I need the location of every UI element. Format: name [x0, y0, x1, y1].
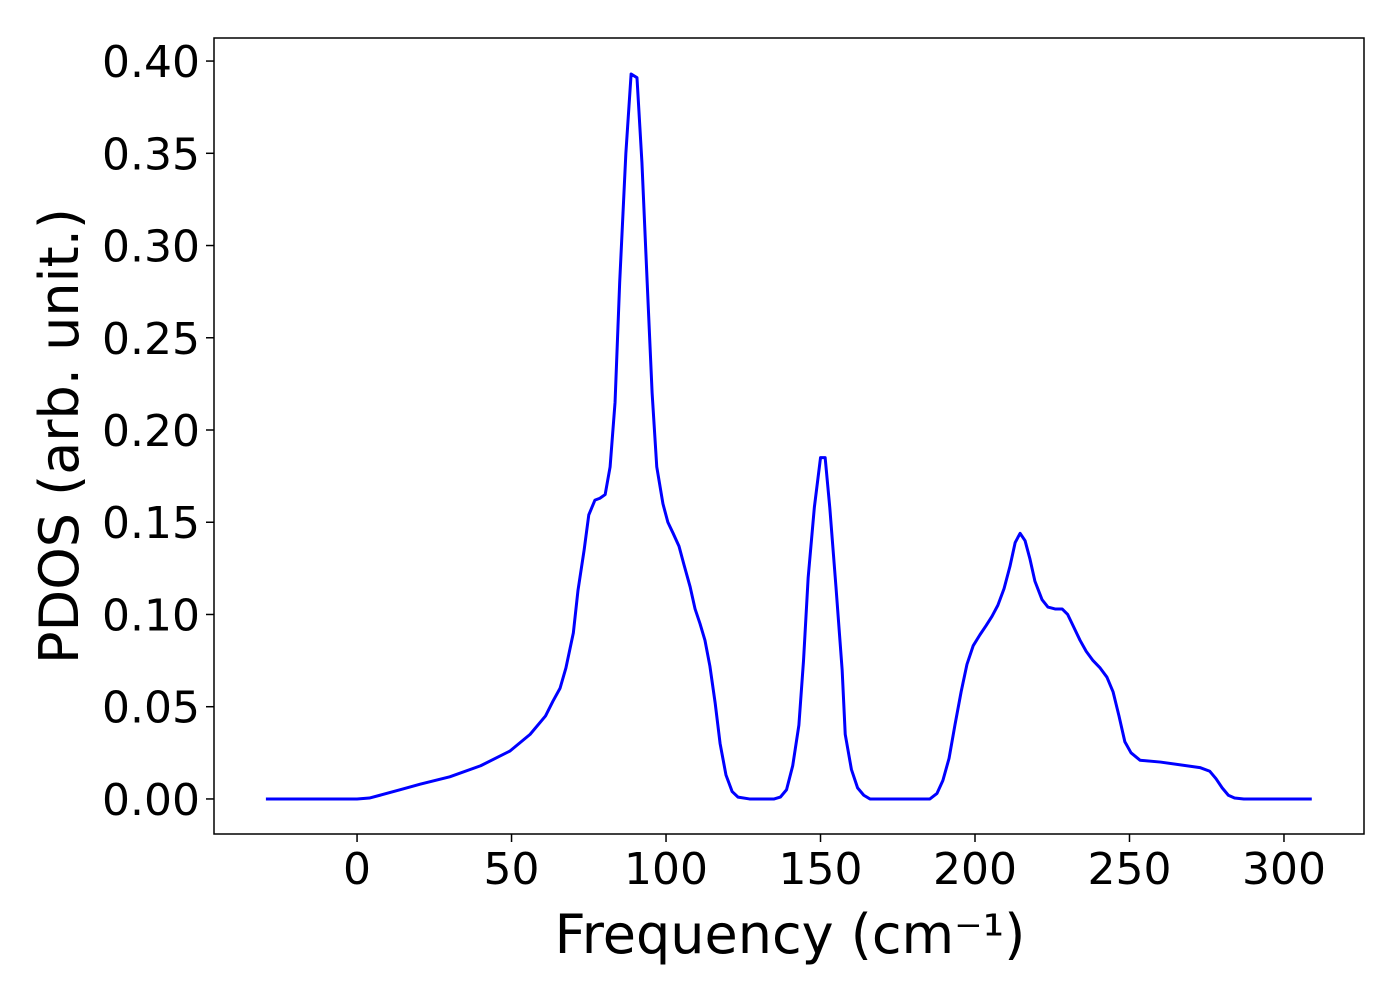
y-tick-label: 0.05	[102, 683, 200, 734]
x-tick-label: 0	[343, 844, 371, 895]
x-tick-label: 200	[933, 844, 1017, 895]
x-tick-label: 150	[779, 844, 863, 895]
line	[265, 72, 1312, 801]
y-tick-label: 0.25	[102, 314, 200, 365]
x-tick-label: 50	[484, 844, 540, 895]
x-axis-label: Frequency (cm⁻¹)	[555, 903, 1026, 966]
x-tick-label: 300	[1242, 844, 1326, 895]
y-axis-label: PDOS (arb. unit.)	[28, 208, 91, 664]
y-tick-label: 0.00	[102, 775, 200, 826]
plot-frame	[213, 37, 1365, 835]
y-tick-label: 0.20	[102, 406, 200, 457]
x-tick-label: 100	[624, 844, 708, 895]
y-tick-label: 0.10	[102, 590, 200, 641]
y-tick-label: 0.30	[102, 222, 200, 273]
y-tick-label: 0.15	[102, 498, 200, 549]
y-tick-label: 0.40	[102, 37, 200, 88]
y-tick-label: 0.35	[102, 129, 200, 180]
x-tick-label: 250	[1087, 844, 1171, 895]
